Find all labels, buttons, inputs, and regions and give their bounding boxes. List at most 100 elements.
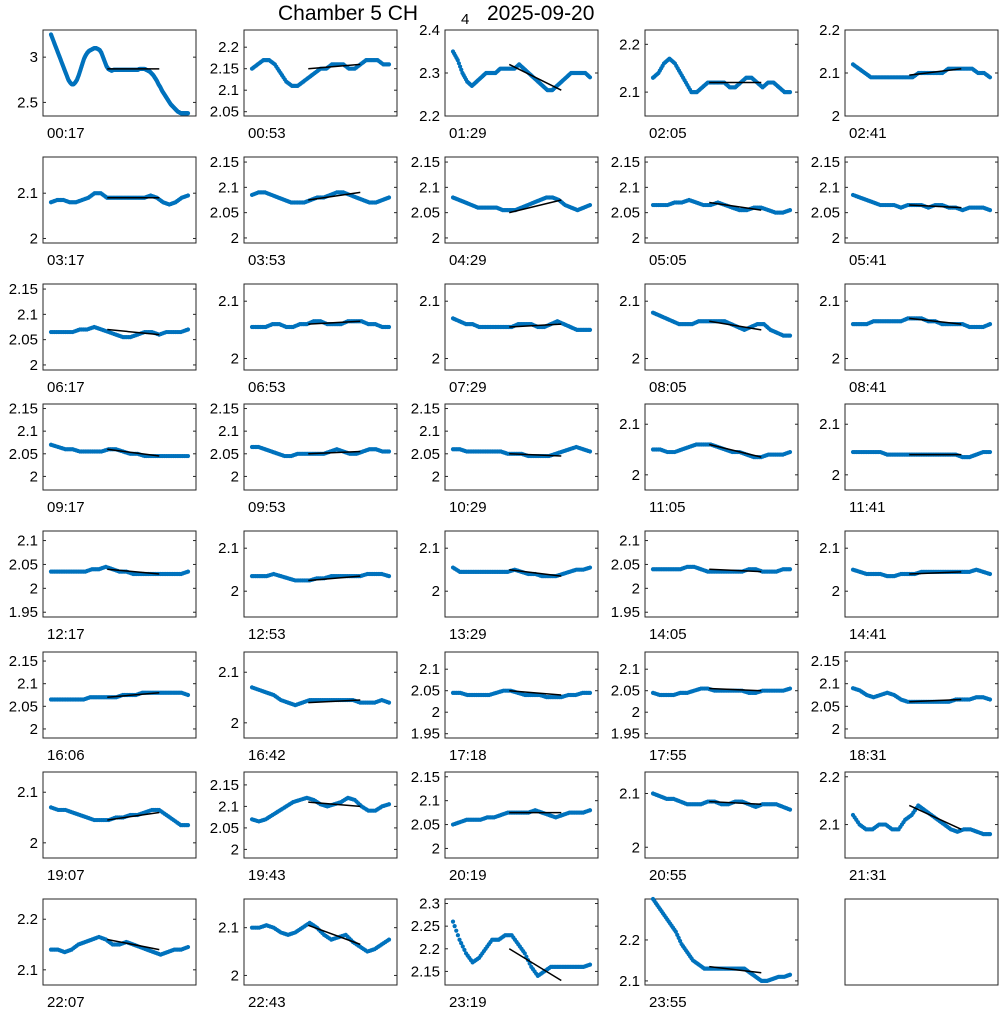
fit-line: [107, 811, 160, 821]
y-tick-label: 2.25: [411, 918, 440, 935]
y-tick-label: 2.1: [819, 179, 840, 196]
panel-time-label: 05:05: [649, 252, 687, 269]
panel-time-label: 21:31: [849, 867, 887, 884]
plot-axes-box: [243, 403, 398, 491]
y-tick-label: 2.05: [210, 446, 239, 463]
fit-line: [509, 323, 562, 328]
panel-time-label: 14:05: [649, 626, 687, 643]
y-tick-label: 2.15: [411, 154, 440, 171]
subplot: 2 2.1 20:55: [619, 771, 799, 884]
y-tick-label: 1.95: [611, 604, 640, 621]
fit-line: [509, 689, 562, 696]
y-tick-label: 1.95: [611, 726, 640, 743]
fit-line: [308, 191, 361, 201]
data-point: [455, 933, 460, 938]
y-tick-label: 2.1: [819, 416, 840, 433]
subplot: 2 2.05 2.1 2.15 09:17: [9, 401, 197, 516]
data-point: [987, 208, 993, 213]
fit-line: [107, 328, 160, 336]
y-tick-label: 2.05: [210, 820, 239, 837]
plot-axes-box: [243, 651, 398, 739]
figure-title: Chamber 5 CH 4 2025-09-20: [0, 0, 1000, 30]
data-point: [386, 700, 392, 705]
y-tick-label: 2: [432, 468, 440, 485]
subplot: 2 2.1 14:41: [819, 530, 999, 643]
plot-axes-box: [42, 283, 197, 371]
subplot: 2 2.1 11:41: [819, 403, 999, 516]
subplot: 2 2.1 07:29: [419, 283, 599, 396]
data-point: [587, 75, 593, 80]
y-tick-label: 2.2: [619, 932, 640, 949]
data-point: [987, 571, 993, 577]
fit-line: [709, 800, 762, 805]
data-point: [787, 90, 793, 95]
y-tick-label: 2.05: [811, 205, 840, 222]
panel-time-label: 01:29: [449, 125, 487, 142]
fit-line: [107, 691, 160, 699]
subplot: 2 2.1 2.2 02:41: [819, 22, 999, 142]
y-tick-label: 2: [231, 715, 239, 732]
y-tick-label: 2.05: [9, 698, 38, 715]
y-tick-label: 2.1: [17, 676, 38, 693]
plot-axes-box: [243, 29, 398, 117]
data-point: [386, 802, 392, 807]
data-point: [987, 697, 993, 702]
plot-axes-box: [644, 530, 799, 618]
subplot: 2 2.1 11:05: [619, 403, 799, 516]
data-point: [185, 692, 191, 698]
subplot: 2 2.05 2.1 2.15 05:05: [611, 154, 799, 269]
plot-axes-box: [243, 898, 398, 986]
panel-time-label: 06:53: [248, 379, 286, 396]
y-tick-label: 2: [632, 580, 640, 597]
plot-axes-box: [444, 156, 599, 244]
data-point: [185, 823, 191, 828]
data-point: [459, 941, 464, 946]
y-tick-label: 2.1: [819, 293, 840, 310]
data-point: [185, 193, 191, 198]
fit-line: [909, 204, 962, 209]
panel-time-label: 03:53: [248, 252, 286, 269]
fit-line: [308, 450, 361, 455]
y-tick-label: 2: [30, 580, 38, 597]
panel-time-label: 12:53: [248, 626, 286, 643]
fit-line: [709, 320, 762, 331]
panel-time-label: 00:17: [47, 125, 85, 142]
panel-time-label: 11:41: [849, 499, 885, 516]
panel-time-label: 11:05: [649, 499, 685, 516]
y-tick-label: 1.95: [9, 604, 38, 621]
subplot: 2 2.1 19:07: [17, 771, 197, 884]
subplot: 1.95 2 2.05 2.1 14:05: [611, 530, 799, 643]
data-point: [787, 807, 793, 812]
data-point: [386, 195, 392, 200]
y-tick-label: 2.3: [419, 896, 440, 913]
fit-line: [509, 568, 562, 577]
y-tick-label: 2.1: [619, 786, 640, 803]
panel-time-label: 22:07: [47, 994, 85, 1009]
subplot: 2.1 2.2 21:31: [819, 769, 999, 884]
plot-axes-box: [444, 530, 599, 618]
fit-line: [909, 571, 962, 575]
subplot: 2 2.05 2.1 2.15 09:53: [210, 401, 398, 516]
panel-time-label: 12:17: [47, 626, 85, 643]
y-tick-label: 2.05: [611, 683, 640, 700]
data-point: [450, 919, 456, 924]
subplot: 2.5 3 00:17: [17, 29, 197, 142]
y-tick-label: 2: [30, 835, 38, 852]
panel-time-label: 04:29: [449, 252, 487, 269]
y-tick-label: 2.5: [17, 94, 38, 111]
data-point: [185, 569, 191, 574]
y-tick-label: 2.15: [411, 769, 440, 786]
data-point: [386, 574, 392, 579]
y-tick-label: 2.05: [210, 205, 239, 222]
subplot: 2 2.1 03:17: [17, 156, 197, 269]
data-point: [587, 962, 593, 967]
data-point: [386, 324, 392, 330]
y-tick-label: 2.1: [619, 416, 640, 433]
y-tick-label: 2: [432, 840, 440, 857]
y-tick-label: 2.1: [619, 179, 640, 196]
plot-axes-box: [444, 771, 599, 859]
data-point: [456, 61, 462, 66]
data-point: [185, 111, 191, 116]
y-tick-label: 2.1: [619, 661, 640, 678]
panel-time-label: 19:07: [47, 867, 85, 884]
